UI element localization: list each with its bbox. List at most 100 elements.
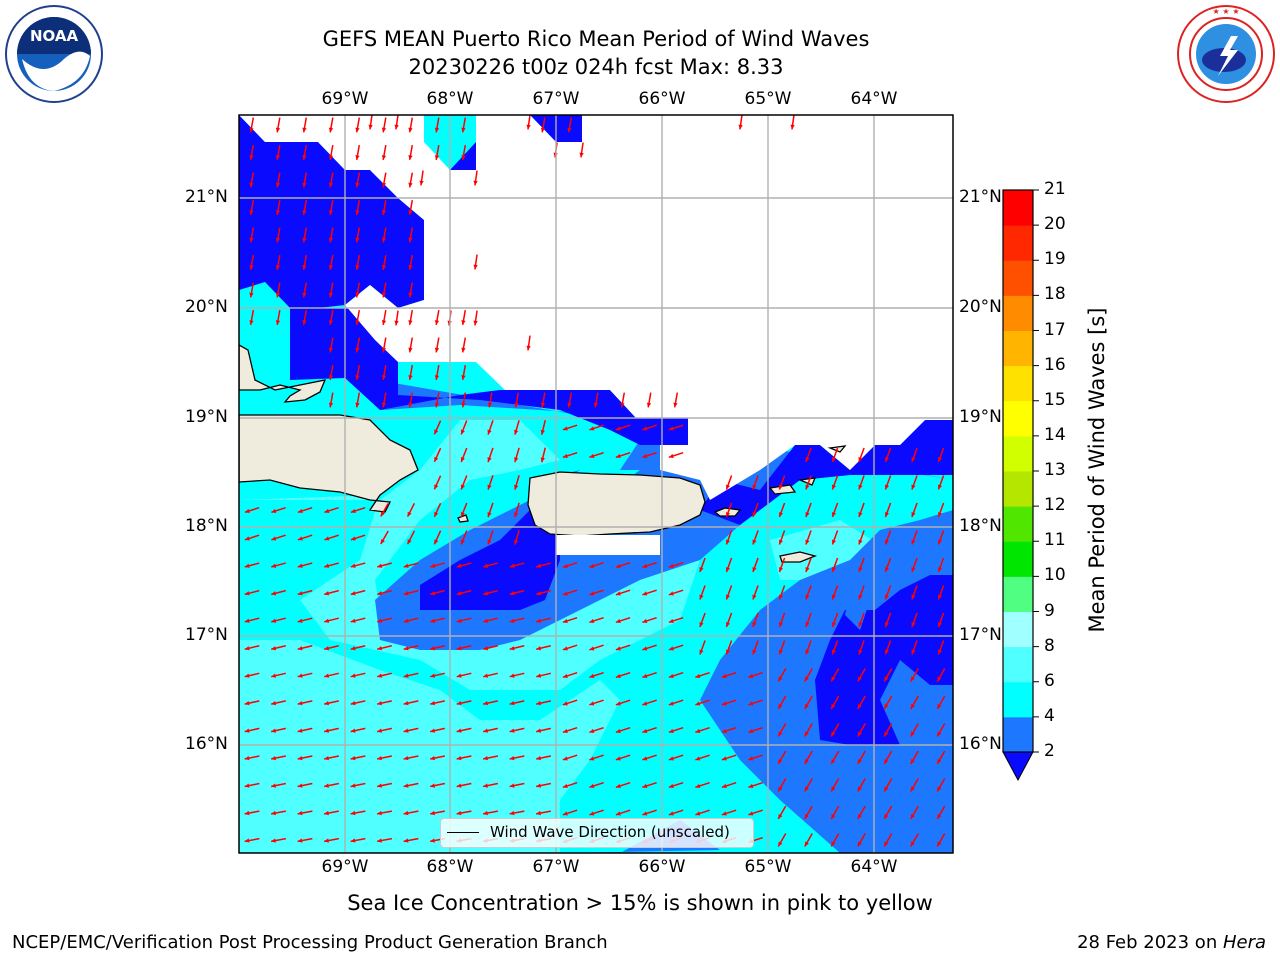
wave-direction-arrowhead [748,701,754,706]
wave-direction-arrowhead [910,814,915,819]
wave-direction-arrowhead [752,567,757,573]
wave-direction-arrowhead [403,673,409,678]
wave-direction-arrowhead [805,649,810,655]
wave-direction-arrowhead [408,182,413,188]
wave-direction-arrowhead [937,567,943,573]
wave-direction-arrowhead [249,292,254,298]
footer-date-text: 28 Feb 2023 on [1077,932,1223,953]
wave-direction-arrowhead [620,402,625,408]
wave-direction-arrowhead [355,402,360,408]
colorbar-tick-label: 15 [1044,389,1066,410]
wave-direction-arrowhead [377,728,383,733]
wave-direction-arrowhead [804,759,809,764]
wave-direction-arrowhead [721,756,727,761]
wave-direction-arrowhead [695,811,701,816]
wave-direction-arrowhead [805,539,810,545]
wave-direction-arrowhead [461,127,466,133]
wave-direction-arrowhead [249,237,254,243]
wave-direction-arrowhead [642,756,648,761]
wave-direction-arrowhead [910,676,915,682]
wave-direction-arrowhead [271,728,277,733]
wave-direction-arrowhead [857,814,862,819]
wave-direction-arrowhead [244,508,250,513]
wave-direction-arrowhead [857,759,862,764]
wave-direction-arrowhead [297,810,303,816]
wave-direction-arrowhead [377,646,383,651]
wave-direction-arrowhead [536,701,542,706]
wave-direction-arrowhead [461,155,466,160]
wave-direction-arrowhead [514,429,519,435]
wave-direction-arrowhead [355,127,360,133]
wave-direction-arrowhead [302,292,307,298]
colorbar [1002,189,1039,782]
wave-direction-arrowhead [275,265,281,270]
wave-direction-arrowhead [419,180,424,186]
map-legend: Wind Wave Direction (unscaled) [440,818,754,848]
wave-direction-arrowhead [350,508,356,513]
wave-direction-arrowhead [725,512,731,518]
wave-direction-arrowhead [615,646,621,651]
wave-direction-arrowhead [324,755,330,761]
wave-direction-arrowhead [721,783,727,788]
lat-label-right-18: 18°N [959,516,1002,536]
wave-direction-arrowhead [297,508,303,513]
wave-direction-arrowhead [275,155,281,160]
wave-direction-arrowhead [394,124,399,130]
contour-2-4-south [420,510,560,610]
wave-direction-arrowhead [456,646,462,651]
wave-direction-arrowhead [271,810,276,816]
wave-direction-arrowhead [805,484,810,490]
wave-direction-arrowhead [377,755,383,761]
wave-direction-arrowhead [858,594,863,600]
wave-direction-arrowhead [884,759,889,764]
wave-direction-arrowhead [562,783,568,788]
wave-direction-arrowhead [456,673,462,678]
wave-direction-arrowhead [249,265,254,270]
colorbar-segment [1003,190,1033,226]
wave-direction-arrowhead [377,563,383,568]
lon-label-top-67: 67°W [532,89,580,109]
wave-direction-arrowhead [910,704,915,709]
wave-direction-arrowhead [434,429,439,435]
wave-direction-arrowhead [350,755,356,761]
wave-direction-arrowhead [615,783,621,788]
wave-direction-arrowhead [910,759,915,764]
wave-direction-arrowhead [642,701,648,706]
wave-direction-arrowhead [355,375,360,380]
wave-direction-arrowhead [778,704,783,709]
wave-direction-arrowhead [514,484,519,490]
wave-direction-arrowhead [748,783,754,788]
wave-direction-arrowhead [937,649,943,655]
footer-date: 28 Feb 2023 on Hera [1077,932,1266,953]
wave-direction-arrowhead [778,649,784,655]
wave-direction-arrowhead [562,728,568,733]
wave-direction-arrowhead [324,783,329,788]
colorbar-segment [1003,576,1033,612]
wave-direction-arrowhead [509,673,515,678]
wave-direction-arrowhead [456,755,462,761]
wave-direction-arrowhead [911,457,916,463]
wave-direction-arrowhead [377,591,383,596]
lon-label-bottom-68: 68°W [426,857,474,877]
wave-direction-arrowhead [858,484,863,490]
wave-direction-arrowhead [430,618,436,623]
lon-label-bottom-69: 69°W [321,857,369,877]
wave-direction-arrowhead [483,673,489,678]
wave-direction-arrowhead [434,375,440,380]
wave-direction-arrowhead [297,536,303,541]
wave-direction-arrowhead [483,783,488,788]
colorbar-segment [1003,681,1033,718]
wave-direction-arrowhead [483,701,489,706]
wave-direction-arrowhead [355,237,360,243]
wave-direction-arrowhead [642,618,648,623]
wave-direction-arrowhead [302,127,307,133]
wave-direction-arrowhead [589,728,595,733]
wave-direction-arrowhead [509,563,515,568]
wave-direction-arrowhead [249,210,254,215]
wave-direction-arrowhead [350,536,356,541]
wave-direction-arrowhead [778,841,783,847]
wave-direction-arrowhead [752,539,757,545]
wave-direction-arrowhead [562,563,568,568]
wave-direction-arrowhead [460,539,465,545]
wave-direction-arrowhead [536,728,542,733]
